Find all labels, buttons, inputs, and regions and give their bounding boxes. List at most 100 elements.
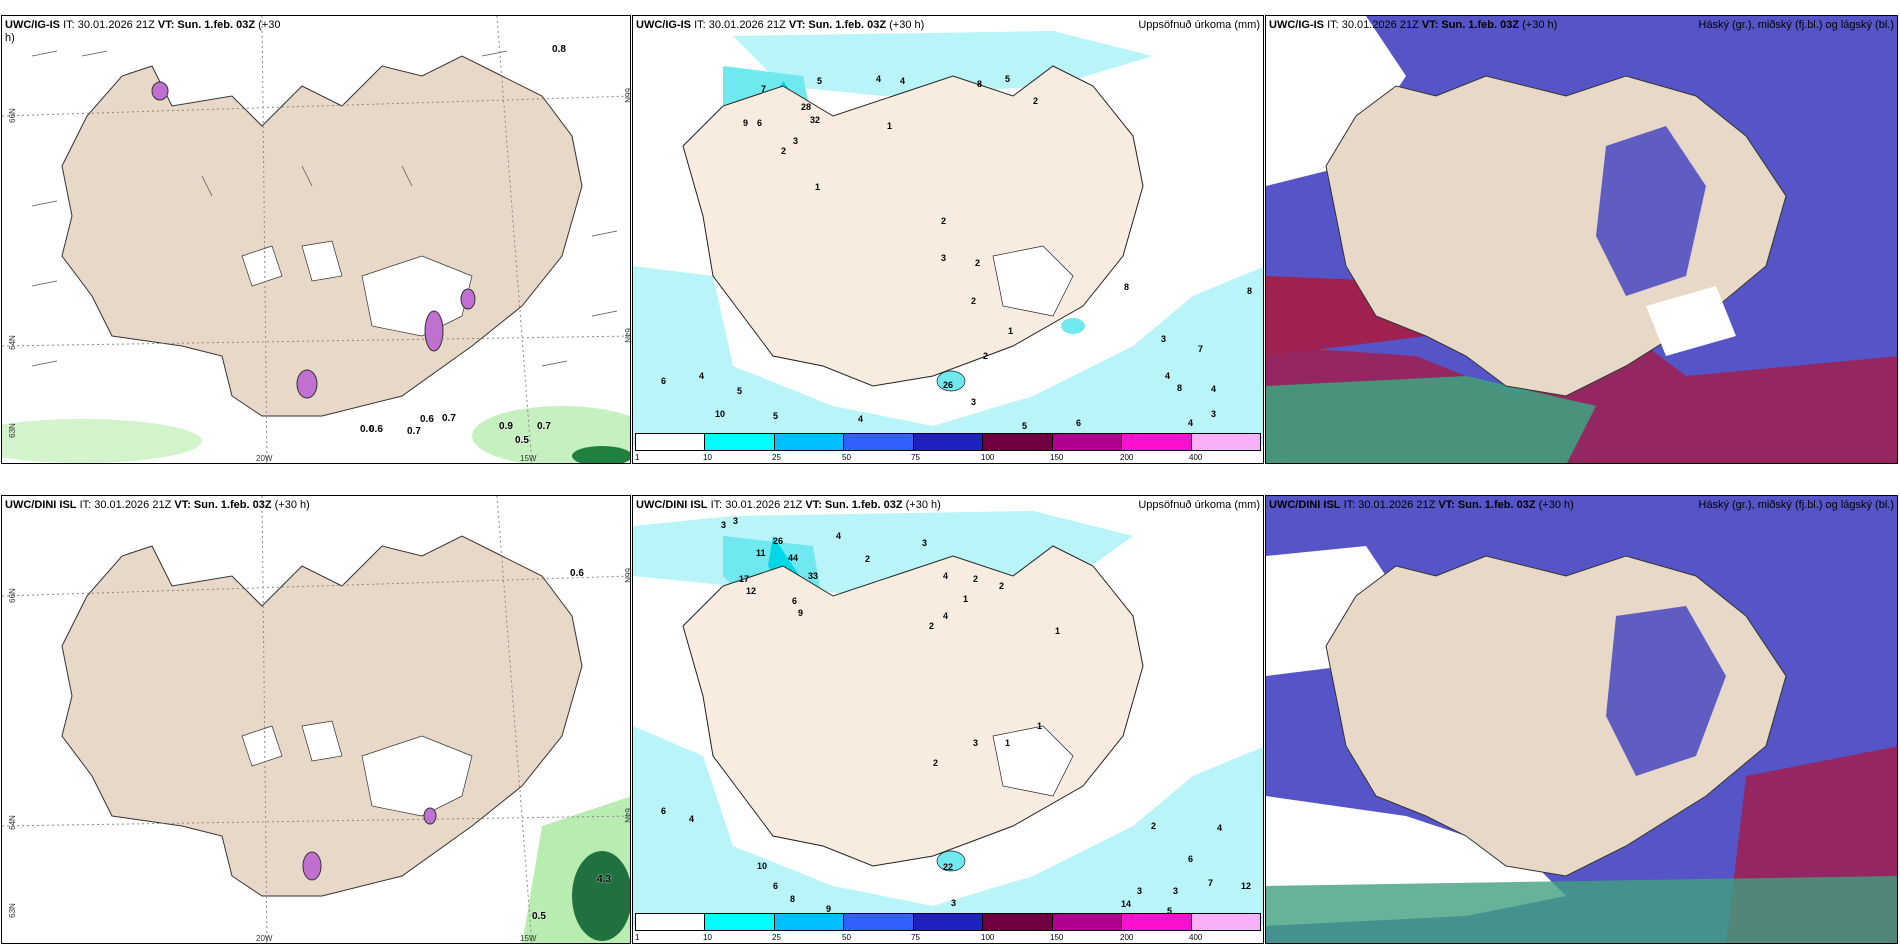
wind-value: 0.5 xyxy=(532,911,546,922)
precip-value: 28 xyxy=(801,102,812,112)
lon-label: 20W xyxy=(256,934,273,943)
colorbar-swatch xyxy=(705,914,775,930)
colorbar-tick: 10 xyxy=(703,453,712,462)
colorbar-swatch xyxy=(913,434,984,450)
colorbar-swatch xyxy=(913,914,984,930)
lat-label: 66N xyxy=(7,588,17,603)
precip-colorbar xyxy=(635,433,1261,451)
precip-value: 4 xyxy=(1165,371,1171,381)
panel-wind-dini: UWC/DINI ISL IT: 30.01.2026 21Z VT: Sun.… xyxy=(1,495,631,944)
colorbar-tick: 1 xyxy=(635,453,640,462)
precip-value: 5 xyxy=(773,411,779,421)
precip-value: 5 xyxy=(1167,906,1173,916)
precip-value: 4 xyxy=(900,76,906,86)
precip-value: 9 xyxy=(798,608,804,618)
precip-value: 4 xyxy=(858,414,864,424)
panel-title: UWC/DINI ISL IT: 30.01.2026 21Z VT: Sun.… xyxy=(1269,499,1894,511)
precip-value: 1 xyxy=(887,121,893,131)
precip-value: 6 xyxy=(792,596,798,606)
colorbar-tick: 400 xyxy=(1189,453,1203,462)
colorbar-swatch xyxy=(1052,434,1123,450)
precip-value: 4 xyxy=(943,571,949,581)
panel-clouds-dini: UWC/DINI ISL IT: 30.01.2026 21Z VT: Sun.… xyxy=(1265,495,1898,944)
colorbar-swatch xyxy=(636,914,706,930)
precip-value: 2 xyxy=(781,146,787,156)
precip-value: 6 xyxy=(661,806,667,816)
colorbar-swatch xyxy=(705,434,775,450)
precip-value: 2 xyxy=(1033,96,1039,106)
panel-title: UWC/IG-IS IT: 30.01.2026 21Z VT: Sun. 1.… xyxy=(1269,19,1894,31)
precip-value: 32 xyxy=(810,115,821,125)
colorbar-tick: 10 xyxy=(703,933,712,942)
colorbar-swatch xyxy=(844,914,914,930)
lat-label: 63N xyxy=(7,423,17,438)
lat-label: 66N xyxy=(622,88,631,103)
precip-value: 4 xyxy=(699,371,705,381)
precip-value: 3 xyxy=(793,136,799,146)
precip-value: 8 xyxy=(790,894,796,904)
colorbar-swatch xyxy=(1122,914,1192,930)
precip-colorbar xyxy=(635,913,1261,931)
precip-value: 8 xyxy=(977,79,983,89)
wind-value: 4.3 xyxy=(597,874,611,885)
precip-value: 7 xyxy=(1208,878,1214,888)
precip-value: 44 xyxy=(788,553,799,563)
precip-value: 10 xyxy=(757,861,768,871)
colorbar-tick: 25 xyxy=(772,933,781,942)
wind-value: 0.6 xyxy=(570,568,584,579)
precip-value: 4 xyxy=(1188,418,1194,428)
precip-value: 8 xyxy=(1177,383,1183,393)
precip-value: 6 xyxy=(757,118,763,128)
precip-value: 7 xyxy=(1198,344,1204,354)
colorbar-tick: 150 xyxy=(1050,933,1064,942)
colorbar-swatch xyxy=(1122,434,1192,450)
colorbar-tick: 25 xyxy=(772,453,781,462)
precip-value: 1 xyxy=(1005,738,1011,748)
panel-title: UWC/DINI ISL IT: 30.01.2026 21Z VT: Sun.… xyxy=(5,499,310,511)
precip-value: 2 xyxy=(929,621,935,631)
precip-value: 11 xyxy=(756,548,766,558)
precip-value: 2 xyxy=(971,296,977,306)
precip-value: 4 xyxy=(1211,384,1217,394)
lat-label: 66N xyxy=(7,108,17,123)
precip-value: 2 xyxy=(975,258,981,268)
precip-value: 4 xyxy=(943,611,949,621)
lat-label: 64N xyxy=(7,815,17,830)
precip-value: 2 xyxy=(983,351,989,361)
lon-label: 15W xyxy=(520,454,537,463)
lon-label: 15W xyxy=(520,934,537,943)
precip-value: 3 xyxy=(733,516,739,526)
precip-value: 3 xyxy=(1173,886,1179,896)
precip-value: 10 xyxy=(715,409,726,419)
precip-value: 3 xyxy=(941,253,947,263)
lat-label: 64N xyxy=(622,808,631,823)
precip-value: 17 xyxy=(739,574,750,584)
precip-value: 2 xyxy=(941,216,947,226)
colorbar-swatch xyxy=(983,434,1053,450)
colorbar-tick: 1 xyxy=(635,933,640,942)
colorbar-tick: 100 xyxy=(981,933,995,942)
precip-map xyxy=(633,496,1263,926)
precip-value: 8 xyxy=(1124,282,1130,292)
colorbar-swatch xyxy=(774,914,845,930)
precip-value: 4 xyxy=(836,531,842,541)
precip-value: 2 xyxy=(933,758,939,768)
colorbar-tick: 200 xyxy=(1120,453,1134,462)
lat-label: 64N xyxy=(7,335,17,350)
panel-precip-dini: UWC/DINI ISL IT: 30.01.2026 21Z VT: Sun.… xyxy=(632,495,1264,944)
colorbar-swatch xyxy=(983,914,1053,930)
precip-value: 3 xyxy=(721,520,727,530)
precip-value: 14 xyxy=(1121,899,1132,909)
wind-map xyxy=(2,16,630,463)
colorbar-tick: 75 xyxy=(911,453,920,462)
precip-value: 1 xyxy=(963,594,969,604)
precip-value: 5 xyxy=(1022,421,1028,431)
precip-value: 3 xyxy=(1161,334,1167,344)
colorbar-tick: 50 xyxy=(842,453,851,462)
wind-value: 0.7 xyxy=(407,426,421,437)
wind-value: 0.6 xyxy=(369,424,383,435)
precip-value: 2 xyxy=(999,581,1005,591)
precip-value: 5 xyxy=(737,386,743,396)
wind-value: 0.7 xyxy=(537,421,551,432)
panel-wind-igis: UWC/IG-IS IT: 30.01.2026 21Z VT: Sun. 1.… xyxy=(1,15,631,464)
